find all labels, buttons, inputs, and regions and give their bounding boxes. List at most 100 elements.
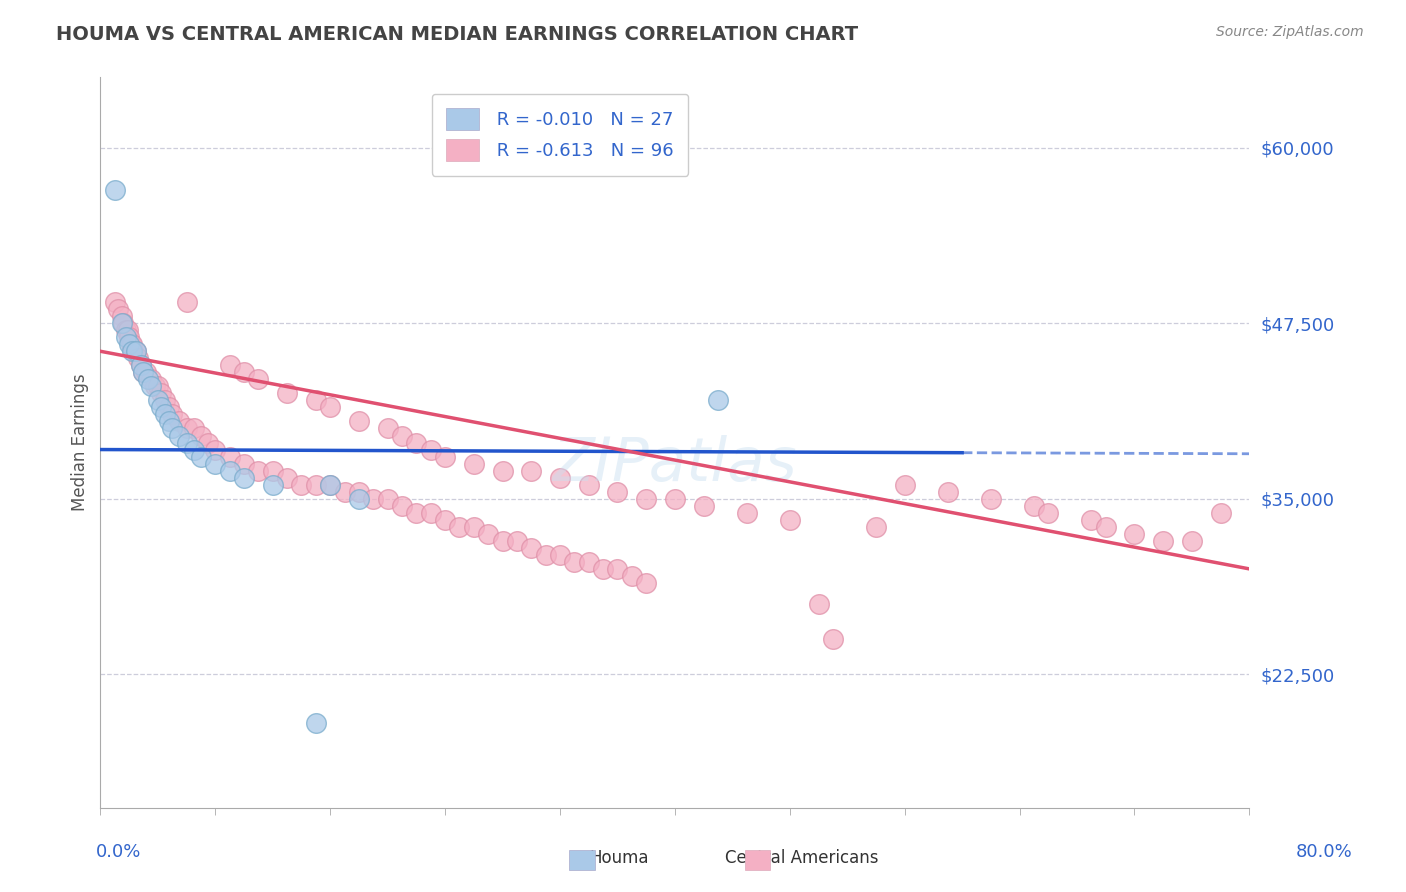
Point xyxy=(117,323,139,337)
Point xyxy=(125,344,148,359)
Point xyxy=(377,421,399,435)
Point xyxy=(865,520,887,534)
Legend:  R = -0.010   N = 27,  R = -0.613   N = 96: R = -0.010 N = 27, R = -0.613 N = 96 xyxy=(432,94,689,176)
Point xyxy=(636,576,658,591)
Point xyxy=(347,414,370,428)
Text: Source: ZipAtlas.com: Source: ZipAtlas.com xyxy=(1216,25,1364,39)
Point xyxy=(176,435,198,450)
Point xyxy=(139,372,162,386)
Point xyxy=(118,337,141,351)
Point xyxy=(1094,520,1116,534)
Point xyxy=(136,372,159,386)
Point xyxy=(1123,526,1146,541)
Point xyxy=(247,372,270,386)
Point xyxy=(807,597,830,611)
Point xyxy=(434,513,457,527)
Point xyxy=(132,365,155,379)
Point xyxy=(1080,513,1102,527)
Point xyxy=(121,344,143,359)
Point xyxy=(153,408,176,422)
Point xyxy=(606,562,628,576)
Point xyxy=(233,457,256,471)
Point xyxy=(262,477,284,491)
Point xyxy=(980,491,1002,506)
Point xyxy=(692,499,714,513)
Point xyxy=(276,470,298,484)
Point xyxy=(176,421,198,435)
Point xyxy=(347,484,370,499)
Point xyxy=(190,450,212,464)
Point xyxy=(129,359,152,373)
Point xyxy=(104,295,127,310)
Point xyxy=(218,359,240,373)
Point xyxy=(146,379,169,393)
Text: ZIPatlas: ZIPatlas xyxy=(553,435,797,494)
Point xyxy=(520,464,543,478)
Point xyxy=(707,393,730,408)
Text: Central Americans: Central Americans xyxy=(724,849,879,867)
Point xyxy=(112,316,135,330)
Point xyxy=(157,401,180,415)
Point xyxy=(107,302,129,317)
Point xyxy=(139,379,162,393)
Point xyxy=(1181,533,1204,548)
Point xyxy=(449,520,471,534)
Point xyxy=(1038,506,1060,520)
Point xyxy=(183,421,205,435)
Point xyxy=(936,484,959,499)
Point xyxy=(115,330,138,344)
Point xyxy=(548,548,571,562)
Point xyxy=(204,442,226,457)
Point xyxy=(120,337,142,351)
Point xyxy=(405,506,427,520)
Point xyxy=(562,555,585,569)
Point xyxy=(779,513,801,527)
Point xyxy=(153,393,176,408)
Point xyxy=(290,477,312,491)
Point xyxy=(592,562,614,576)
Point xyxy=(115,323,138,337)
Point xyxy=(419,442,441,457)
Point xyxy=(391,428,413,442)
Point xyxy=(122,344,145,359)
Point xyxy=(1209,506,1232,520)
Point xyxy=(1022,499,1045,513)
Point xyxy=(434,450,457,464)
Point xyxy=(377,491,399,506)
Point xyxy=(218,450,240,464)
Point xyxy=(183,442,205,457)
Point xyxy=(176,295,198,310)
Point xyxy=(233,470,256,484)
Point xyxy=(606,484,628,499)
Point xyxy=(305,716,328,731)
Point xyxy=(491,533,513,548)
Text: HOUMA VS CENTRAL AMERICAN MEDIAN EARNINGS CORRELATION CHART: HOUMA VS CENTRAL AMERICAN MEDIAN EARNING… xyxy=(56,25,859,44)
Point xyxy=(636,491,658,506)
Point xyxy=(104,183,127,197)
Point xyxy=(146,393,169,408)
Point xyxy=(319,477,342,491)
Point xyxy=(1152,533,1174,548)
Point xyxy=(276,386,298,401)
Text: Houma: Houma xyxy=(589,849,648,867)
Point xyxy=(893,477,915,491)
Point xyxy=(319,401,342,415)
Point xyxy=(121,337,143,351)
Point xyxy=(132,365,155,379)
Text: 0.0%: 0.0% xyxy=(96,843,141,861)
Point xyxy=(233,365,256,379)
Point xyxy=(534,548,557,562)
Point xyxy=(735,506,758,520)
Point xyxy=(548,470,571,484)
Point xyxy=(578,555,600,569)
Point xyxy=(190,428,212,442)
Point xyxy=(620,569,643,583)
Point xyxy=(664,491,686,506)
Point xyxy=(218,464,240,478)
Point xyxy=(821,632,844,646)
Point xyxy=(419,506,441,520)
Point xyxy=(347,491,370,506)
Point xyxy=(169,428,191,442)
Point xyxy=(520,541,543,555)
Y-axis label: Median Earnings: Median Earnings xyxy=(72,374,89,511)
